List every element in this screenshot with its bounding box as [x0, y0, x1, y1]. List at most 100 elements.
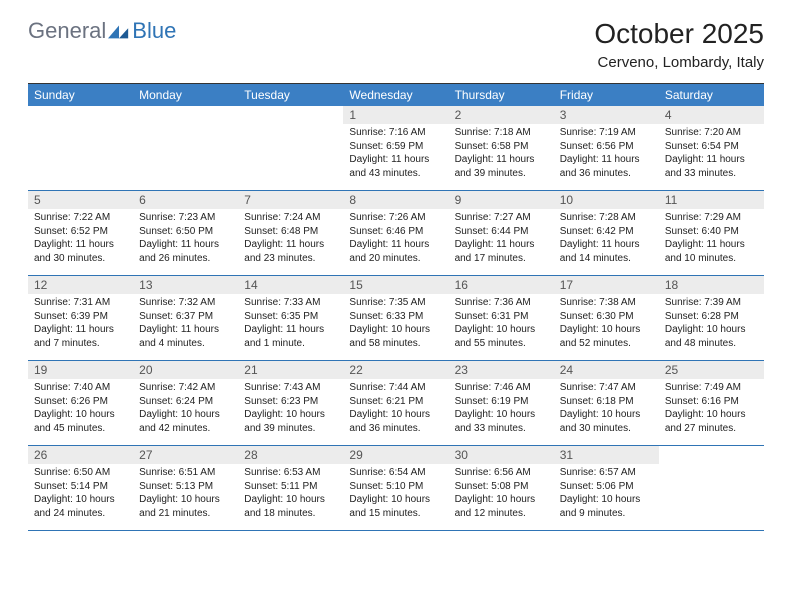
weekday-header: Sunday [28, 84, 133, 106]
calendar-day-cell: 23Sunrise: 7:46 AMSunset: 6:19 PMDayligh… [449, 361, 554, 445]
calendar-day-cell: 19Sunrise: 7:40 AMSunset: 6:26 PMDayligh… [28, 361, 133, 445]
calendar-day-cell: 18Sunrise: 7:39 AMSunset: 6:28 PMDayligh… [659, 276, 764, 360]
day-number: 7 [238, 191, 343, 209]
calendar-day-cell: 26Sunrise: 6:50 AMSunset: 5:14 PMDayligh… [28, 446, 133, 530]
day-details: Sunrise: 6:57 AMSunset: 5:06 PMDaylight:… [554, 464, 659, 524]
day-details: Sunrise: 7:18 AMSunset: 6:58 PMDaylight:… [449, 124, 554, 184]
calendar-day-cell: 6Sunrise: 7:23 AMSunset: 6:50 PMDaylight… [133, 191, 238, 275]
day-details: Sunrise: 7:32 AMSunset: 6:37 PMDaylight:… [133, 294, 238, 354]
day-details: Sunrise: 7:23 AMSunset: 6:50 PMDaylight:… [133, 209, 238, 269]
day-details: Sunrise: 6:51 AMSunset: 5:13 PMDaylight:… [133, 464, 238, 524]
calendar-day-cell: 31Sunrise: 6:57 AMSunset: 5:06 PMDayligh… [554, 446, 659, 530]
day-details: Sunrise: 7:38 AMSunset: 6:30 PMDaylight:… [554, 294, 659, 354]
day-number: 25 [659, 361, 764, 379]
calendar-day-cell: 16Sunrise: 7:36 AMSunset: 6:31 PMDayligh… [449, 276, 554, 360]
day-number: 18 [659, 276, 764, 294]
month-title: October 2025 [594, 18, 764, 50]
day-number: 20 [133, 361, 238, 379]
calendar-day-cell: 10Sunrise: 7:28 AMSunset: 6:42 PMDayligh… [554, 191, 659, 275]
calendar-day-cell: 14Sunrise: 7:33 AMSunset: 6:35 PMDayligh… [238, 276, 343, 360]
day-number: 24 [554, 361, 659, 379]
calendar-day-cell: 29Sunrise: 6:54 AMSunset: 5:10 PMDayligh… [343, 446, 448, 530]
day-details: Sunrise: 7:43 AMSunset: 6:23 PMDaylight:… [238, 379, 343, 439]
day-number: 6 [133, 191, 238, 209]
calendar-week-row: 19Sunrise: 7:40 AMSunset: 6:26 PMDayligh… [28, 361, 764, 446]
day-number: 26 [28, 446, 133, 464]
calendar-day-cell: 24Sunrise: 7:47 AMSunset: 6:18 PMDayligh… [554, 361, 659, 445]
calendar-day-cell: 11Sunrise: 7:29 AMSunset: 6:40 PMDayligh… [659, 191, 764, 275]
calendar-day-cell: 27Sunrise: 6:51 AMSunset: 5:13 PMDayligh… [133, 446, 238, 530]
calendar-week-row: 26Sunrise: 6:50 AMSunset: 5:14 PMDayligh… [28, 446, 764, 531]
calendar-day-cell [28, 106, 133, 190]
day-number: 22 [343, 361, 448, 379]
weekday-header-row: SundayMondayTuesdayWednesdayThursdayFrid… [28, 84, 764, 106]
calendar-day-cell: 1Sunrise: 7:16 AMSunset: 6:59 PMDaylight… [343, 106, 448, 190]
weekday-header: Tuesday [238, 84, 343, 106]
day-number: 10 [554, 191, 659, 209]
day-details: Sunrise: 7:36 AMSunset: 6:31 PMDaylight:… [449, 294, 554, 354]
calendar-day-cell: 12Sunrise: 7:31 AMSunset: 6:39 PMDayligh… [28, 276, 133, 360]
logo-mark-icon [108, 23, 130, 39]
day-details: Sunrise: 7:27 AMSunset: 6:44 PMDaylight:… [449, 209, 554, 269]
day-details: Sunrise: 7:28 AMSunset: 6:42 PMDaylight:… [554, 209, 659, 269]
day-details: Sunrise: 7:26 AMSunset: 6:46 PMDaylight:… [343, 209, 448, 269]
day-details: Sunrise: 7:19 AMSunset: 6:56 PMDaylight:… [554, 124, 659, 184]
day-details: Sunrise: 7:16 AMSunset: 6:59 PMDaylight:… [343, 124, 448, 184]
logo: General Blue [28, 18, 176, 44]
day-number: 15 [343, 276, 448, 294]
day-number: 14 [238, 276, 343, 294]
calendar-day-cell: 8Sunrise: 7:26 AMSunset: 6:46 PMDaylight… [343, 191, 448, 275]
day-number: 13 [133, 276, 238, 294]
calendar-day-cell: 20Sunrise: 7:42 AMSunset: 6:24 PMDayligh… [133, 361, 238, 445]
day-number: 23 [449, 361, 554, 379]
calendar-day-cell [659, 446, 764, 530]
day-number: 28 [238, 446, 343, 464]
day-details: Sunrise: 7:31 AMSunset: 6:39 PMDaylight:… [28, 294, 133, 354]
calendar-day-cell [133, 106, 238, 190]
day-number: 27 [133, 446, 238, 464]
day-number: 1 [343, 106, 448, 124]
day-details: Sunrise: 7:24 AMSunset: 6:48 PMDaylight:… [238, 209, 343, 269]
day-number: 19 [28, 361, 133, 379]
location-text: Cerveno, Lombardy, Italy [594, 54, 764, 71]
day-number: 11 [659, 191, 764, 209]
calendar-day-cell: 9Sunrise: 7:27 AMSunset: 6:44 PMDaylight… [449, 191, 554, 275]
day-details: Sunrise: 7:49 AMSunset: 6:16 PMDaylight:… [659, 379, 764, 439]
day-number: 2 [449, 106, 554, 124]
calendar-day-cell: 5Sunrise: 7:22 AMSunset: 6:52 PMDaylight… [28, 191, 133, 275]
header: General Blue October 2025 Cerveno, Lomba… [0, 0, 792, 79]
calendar-week-row: 1Sunrise: 7:16 AMSunset: 6:59 PMDaylight… [28, 106, 764, 191]
day-number: 5 [28, 191, 133, 209]
day-number: 12 [28, 276, 133, 294]
day-details: Sunrise: 7:42 AMSunset: 6:24 PMDaylight:… [133, 379, 238, 439]
weekday-header: Saturday [659, 84, 764, 106]
day-details: Sunrise: 7:29 AMSunset: 6:40 PMDaylight:… [659, 209, 764, 269]
day-details: Sunrise: 6:54 AMSunset: 5:10 PMDaylight:… [343, 464, 448, 524]
day-details: Sunrise: 7:39 AMSunset: 6:28 PMDaylight:… [659, 294, 764, 354]
weekday-header: Thursday [449, 84, 554, 106]
day-details: Sunrise: 7:46 AMSunset: 6:19 PMDaylight:… [449, 379, 554, 439]
calendar-day-cell: 15Sunrise: 7:35 AMSunset: 6:33 PMDayligh… [343, 276, 448, 360]
title-block: October 2025 Cerveno, Lombardy, Italy [594, 18, 764, 71]
calendar-day-cell: 2Sunrise: 7:18 AMSunset: 6:58 PMDaylight… [449, 106, 554, 190]
day-number: 9 [449, 191, 554, 209]
calendar-day-cell: 30Sunrise: 6:56 AMSunset: 5:08 PMDayligh… [449, 446, 554, 530]
day-details: Sunrise: 7:44 AMSunset: 6:21 PMDaylight:… [343, 379, 448, 439]
day-details: Sunrise: 7:40 AMSunset: 6:26 PMDaylight:… [28, 379, 133, 439]
day-details: Sunrise: 6:50 AMSunset: 5:14 PMDaylight:… [28, 464, 133, 524]
day-number: 17 [554, 276, 659, 294]
day-number: 30 [449, 446, 554, 464]
calendar-week-row: 12Sunrise: 7:31 AMSunset: 6:39 PMDayligh… [28, 276, 764, 361]
day-details: Sunrise: 7:22 AMSunset: 6:52 PMDaylight:… [28, 209, 133, 269]
calendar-day-cell: 25Sunrise: 7:49 AMSunset: 6:16 PMDayligh… [659, 361, 764, 445]
day-details: Sunrise: 6:56 AMSunset: 5:08 PMDaylight:… [449, 464, 554, 524]
day-details: Sunrise: 6:53 AMSunset: 5:11 PMDaylight:… [238, 464, 343, 524]
day-details: Sunrise: 7:35 AMSunset: 6:33 PMDaylight:… [343, 294, 448, 354]
day-number: 4 [659, 106, 764, 124]
day-number: 29 [343, 446, 448, 464]
logo-text-blue: Blue [132, 18, 176, 44]
day-details: Sunrise: 7:47 AMSunset: 6:18 PMDaylight:… [554, 379, 659, 439]
calendar-day-cell: 3Sunrise: 7:19 AMSunset: 6:56 PMDaylight… [554, 106, 659, 190]
weekday-header: Wednesday [343, 84, 448, 106]
calendar-week-row: 5Sunrise: 7:22 AMSunset: 6:52 PMDaylight… [28, 191, 764, 276]
